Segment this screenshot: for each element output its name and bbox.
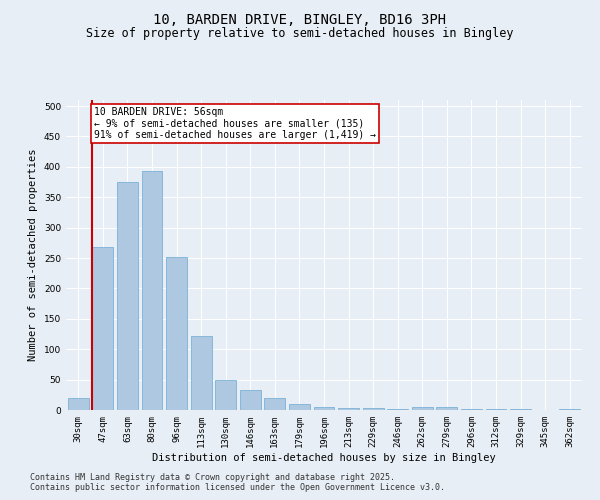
Text: 10, BARDEN DRIVE, BINGLEY, BD16 3PH: 10, BARDEN DRIVE, BINGLEY, BD16 3PH — [154, 12, 446, 26]
Text: 10 BARDEN DRIVE: 56sqm
← 9% of semi-detached houses are smaller (135)
91% of sem: 10 BARDEN DRIVE: 56sqm ← 9% of semi-deta… — [94, 108, 376, 140]
Bar — [412, 407, 433, 410]
Bar — [142, 171, 163, 410]
Text: Contains HM Land Registry data © Crown copyright and database right 2025.: Contains HM Land Registry data © Crown c… — [30, 472, 395, 482]
Bar — [314, 407, 334, 410]
Bar — [436, 407, 457, 410]
X-axis label: Distribution of semi-detached houses by size in Bingley: Distribution of semi-detached houses by … — [152, 452, 496, 462]
Bar — [387, 409, 408, 410]
Bar — [362, 408, 383, 410]
Bar — [240, 390, 261, 410]
Bar — [289, 404, 310, 410]
Text: Size of property relative to semi-detached houses in Bingley: Size of property relative to semi-detach… — [86, 28, 514, 40]
Y-axis label: Number of semi-detached properties: Number of semi-detached properties — [28, 149, 38, 361]
Bar — [117, 182, 138, 410]
Bar — [191, 336, 212, 410]
Bar — [92, 247, 113, 410]
Bar — [68, 398, 89, 410]
Bar — [265, 398, 286, 410]
Bar — [166, 257, 187, 410]
Bar — [485, 409, 506, 410]
Bar — [338, 408, 359, 410]
Text: Contains public sector information licensed under the Open Government Licence v3: Contains public sector information licen… — [30, 484, 445, 492]
Bar — [559, 409, 580, 410]
Bar — [215, 380, 236, 410]
